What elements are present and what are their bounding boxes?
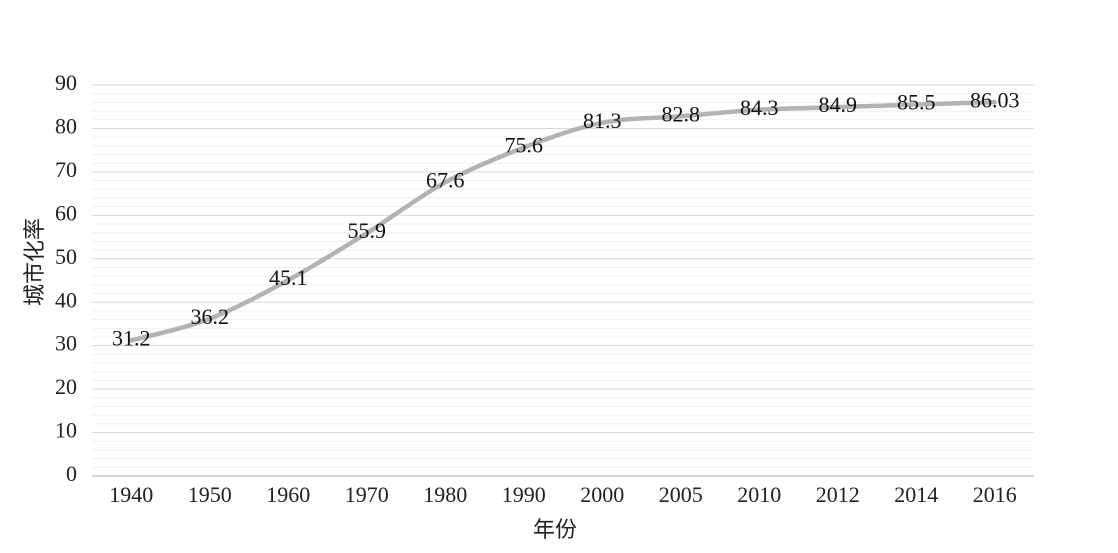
- data-point: [600, 120, 605, 125]
- data-point: [286, 277, 291, 283]
- x-tick-label: 2005: [659, 482, 703, 507]
- x-tick-label: 1990: [502, 482, 546, 507]
- data-point: [521, 145, 526, 150]
- data-label: 82.8: [662, 101, 701, 126]
- data-label: 85.5: [897, 90, 936, 115]
- x-axis-title: 年份: [533, 518, 577, 543]
- data-label: 84.9: [819, 92, 858, 117]
- data-point: [207, 316, 212, 321]
- data-label: 45.1: [269, 265, 308, 290]
- y-axis-title: 城市化率: [23, 218, 48, 306]
- x-tick-label: 1960: [266, 482, 310, 507]
- data-point: [443, 180, 448, 185]
- data-point: [835, 104, 840, 110]
- data-label: 86.03: [970, 87, 1020, 112]
- data-label: 84.3: [740, 95, 779, 120]
- x-tick-label: 1970: [345, 482, 389, 507]
- y-tick-label: 30: [55, 331, 77, 356]
- data-point: [364, 230, 369, 236]
- data-label: 36.2: [191, 304, 230, 329]
- data-point: [129, 338, 134, 343]
- data-point: [992, 100, 997, 105]
- data-point: [914, 102, 919, 107]
- x-tick-label: 2000: [580, 482, 624, 507]
- x-tick-label: 2010: [737, 482, 781, 507]
- y-tick-label: 70: [55, 157, 77, 182]
- y-tick-label: 10: [55, 418, 77, 443]
- data-label: 81.3: [583, 108, 622, 133]
- y-axis-tick-labels: 0 10 20 30 40 50 60 70 80 90: [55, 70, 77, 486]
- y-tick-label: 60: [55, 200, 77, 225]
- y-tick-label: 90: [55, 70, 77, 95]
- data-point: [757, 107, 762, 112]
- data-label: 31.2: [112, 326, 151, 351]
- x-tick-label: 1980: [423, 482, 467, 507]
- x-axis-tick-labels: 1940 1950 1960 1970 1980 1990 2000 2005 2010 2012…: [109, 482, 1017, 507]
- x-tick-label: 1940: [109, 482, 153, 507]
- y-tick-label: 50: [55, 244, 77, 269]
- gridlines: [92, 84, 1034, 468]
- data-points: [129, 100, 997, 343]
- x-tick-label: 2014: [894, 482, 938, 507]
- y-tick-label: 0: [66, 461, 77, 486]
- x-tick-label: 1950: [188, 482, 232, 507]
- data-labels: 31.2 36.2 45.1 55.9 67.6 75.6 81.3 82.8 84.3 84.9…: [112, 87, 1020, 350]
- data-label: 55.9: [348, 218, 387, 243]
- y-tick-label: 80: [55, 113, 77, 138]
- series-line: [129, 99, 997, 343]
- y-tick-label: 20: [55, 374, 77, 399]
- data-point: [678, 114, 683, 119]
- data-label: 67.6: [426, 167, 465, 192]
- x-tick-label: 2016: [973, 482, 1017, 507]
- y-tick-label: 40: [55, 287, 77, 312]
- data-label: 75.6: [505, 133, 544, 158]
- x-tick-label: 2012: [816, 482, 860, 507]
